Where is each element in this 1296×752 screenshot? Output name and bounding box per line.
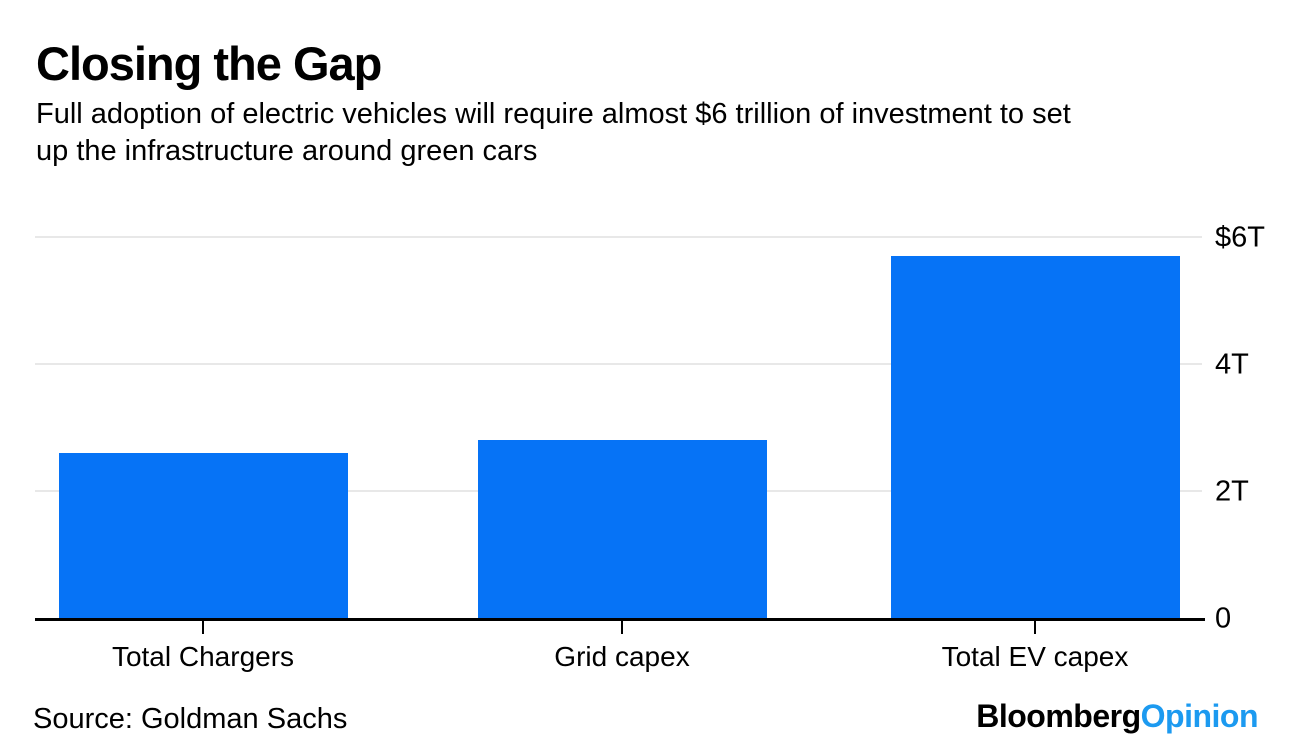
chart-subtitle-line-2: up the infrastructure around green cars [36,135,538,167]
y-axis-tick-label: $6T [1215,221,1265,254]
bar-total-chargers [59,453,348,618]
source-note: Source: Goldman Sachs [33,703,348,735]
category-label-total-chargers: Total Chargers [111,641,295,672]
category-label-grid-capex: Grid capex [554,641,690,672]
y-axis-tick-label: 2T [1215,475,1249,508]
gridline [35,363,1202,365]
bar-grid-capex [478,440,767,618]
x-axis-tick [621,621,623,634]
chart-subtitle-line-1: Full adoption of electric vehicles will … [36,98,1071,130]
chart-title: Closing the Gap [36,37,382,90]
logo-opinion-text: Opinion [1140,698,1259,734]
y-axis-tick-label: 0 [1215,602,1232,635]
x-axis-tick [202,621,204,634]
chart-subtitle: Full adoption of electric vehicles will … [36,96,1071,170]
gridline [35,236,1202,238]
bloomberg-opinion-logo: BloombergOpinion [976,699,1258,733]
bar-total-ev-capex [891,256,1180,618]
logo-bloomberg-text: Bloomberg [976,698,1141,734]
x-axis-baseline [35,618,1205,621]
y-axis-tick-label: 4T [1215,348,1249,381]
x-axis-tick [1034,621,1036,634]
category-label-total-ev-capex: Total EV capex [941,641,1129,672]
